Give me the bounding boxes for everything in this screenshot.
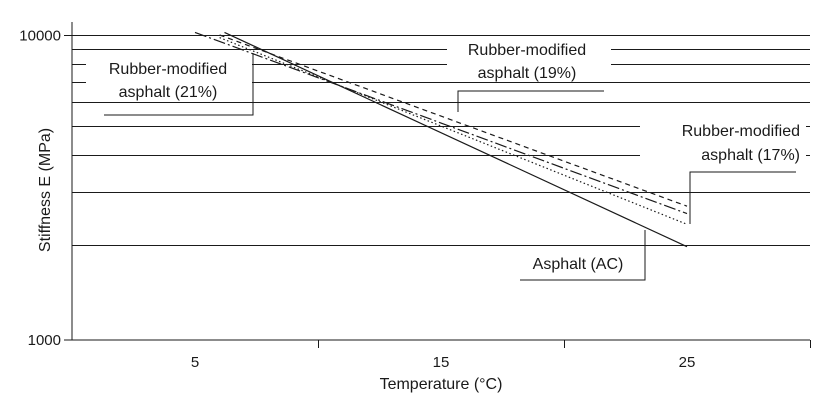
annotation-background: [514, 249, 642, 279]
series-line-dashed: [219, 34, 688, 207]
x-axis-title: Temperature (°C): [380, 376, 503, 393]
annotation-text: Rubber-modified: [682, 123, 800, 140]
y-tick-label: 1000: [28, 332, 61, 349]
axes: [71, 22, 810, 341]
annotation-leader-line: [689, 171, 796, 224]
annotation-text: asphalt (19%): [478, 65, 577, 82]
annotation-text: Rubber-modified: [468, 42, 586, 59]
annotation-leader-line: [520, 230, 646, 281]
x-tick-label: 25: [679, 354, 696, 371]
axis-ticks: 1000 10000 5 15 25: [19, 28, 811, 371]
annotation-leader-line: [457, 90, 604, 112]
annotation-text: asphalt (21%): [119, 84, 218, 101]
annotation-background: [640, 117, 806, 165]
annotation-label: Rubber-modified asphalt (17%): [640, 117, 806, 224]
series-line-solid: [224, 31, 688, 248]
series-line-dash-dot: [194, 31, 688, 215]
annotation-background: [447, 38, 611, 82]
annotation-text: Rubber-modified: [109, 61, 227, 78]
annotation-label: Rubber-modified asphalt (19%): [447, 38, 611, 112]
y-axis-title: Stiffness E (MPa): [37, 128, 54, 252]
x-tick-label: 5: [191, 354, 199, 371]
annotation-label: Rubber-modified asphalt (21%): [86, 53, 254, 116]
annotation-text: asphalt (17%): [701, 147, 800, 164]
y-tick-label: 10000: [19, 28, 61, 45]
annotation-background: [86, 56, 252, 100]
annotation-label: Asphalt (AC): [514, 230, 646, 281]
annotation-leader-line: [104, 53, 254, 116]
x-tick-label: 15: [433, 354, 450, 371]
annotation-text: Asphalt (AC): [533, 256, 624, 273]
series-lines: [194, 31, 688, 248]
